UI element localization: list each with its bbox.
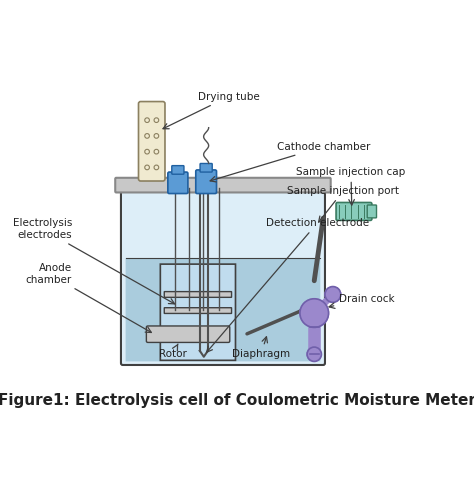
FancyBboxPatch shape bbox=[121, 190, 325, 365]
FancyBboxPatch shape bbox=[160, 264, 236, 360]
Text: Drain cock: Drain cock bbox=[329, 294, 395, 309]
FancyBboxPatch shape bbox=[367, 205, 376, 218]
Text: Cathode chamber: Cathode chamber bbox=[210, 142, 370, 182]
Text: Figure1: Electrolysis cell of Coulometric Moisture Meter: Figure1: Electrolysis cell of Coulometri… bbox=[0, 393, 474, 408]
FancyBboxPatch shape bbox=[138, 101, 165, 181]
Circle shape bbox=[325, 286, 341, 302]
FancyBboxPatch shape bbox=[164, 308, 232, 313]
FancyBboxPatch shape bbox=[172, 166, 184, 174]
Text: Electrolysis
electrodes: Electrolysis electrodes bbox=[12, 218, 174, 304]
FancyBboxPatch shape bbox=[196, 170, 217, 194]
Text: Detection electrode: Detection electrode bbox=[207, 218, 369, 352]
Circle shape bbox=[300, 299, 328, 327]
FancyBboxPatch shape bbox=[126, 258, 320, 361]
Circle shape bbox=[307, 347, 321, 361]
FancyBboxPatch shape bbox=[164, 292, 232, 298]
Text: Rotor: Rotor bbox=[158, 344, 186, 359]
Text: Anode
chamber: Anode chamber bbox=[26, 263, 151, 332]
FancyBboxPatch shape bbox=[115, 178, 331, 192]
Text: Sample injection cap: Sample injection cap bbox=[296, 167, 406, 205]
FancyBboxPatch shape bbox=[200, 163, 212, 172]
FancyBboxPatch shape bbox=[336, 202, 372, 220]
FancyBboxPatch shape bbox=[168, 172, 188, 194]
FancyBboxPatch shape bbox=[146, 326, 230, 342]
Text: Drying tube: Drying tube bbox=[163, 92, 260, 129]
Text: Sample injection port: Sample injection port bbox=[287, 185, 400, 222]
Text: Diaphragm: Diaphragm bbox=[232, 337, 290, 359]
